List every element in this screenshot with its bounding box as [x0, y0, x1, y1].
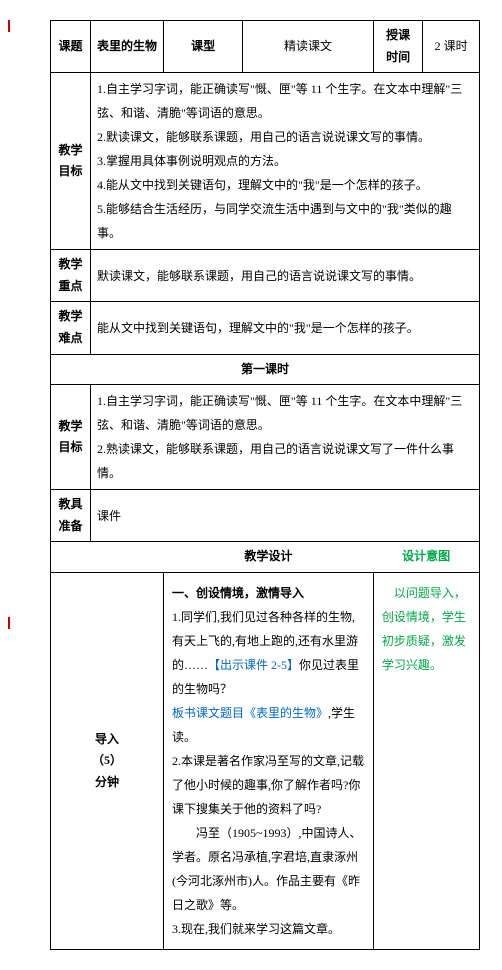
intro-content: 一、创设情境，激情导入 1.同学们,我们见过各种各样的生物,有天上飞的,有地上跑… — [164, 572, 374, 949]
intent-text: 以问题导入，创设情境，学生初步质疑，激发学习兴趣。 — [373, 572, 479, 949]
text-difficult: 能从文中找到关键语句，理解文中的"我"是一个怎样的孩子。 — [91, 302, 480, 354]
label-goals2: 教学 目标 — [51, 385, 91, 490]
intent-label: 设计意图 — [373, 542, 479, 573]
text-keypoint: 默读课文，能够联系课题，用自己的语言说说课文写的事情。 — [91, 250, 480, 302]
label-time: 授课 时间 — [373, 21, 422, 73]
value-type: 精读课文 — [243, 21, 374, 73]
intro-line1: 1.同学们,我们见过各种各样的生物,有天上飞的,有地上跑的,还有水里游的……【出… — [172, 605, 365, 701]
intro-line2: 2.本课是著名作家冯至写的文章,记载了他小时候的趣事,你了解作者吗?你课下搜集关… — [172, 749, 365, 821]
intro-author: 冯至（1905~1993）,中国诗人、学者。原名冯承植,字君培,直隶涿州(今河北… — [172, 821, 365, 917]
label-tools: 教具 准备 — [51, 490, 91, 542]
value-topic: 表里的生物 — [91, 21, 164, 73]
intro-heading: 一、创设情境，激情导入 — [172, 581, 365, 605]
text-goals: 1.自主学习字词，能正确读写"慨、匣"等 11 个生字。在文本中理解"三弦、和谐… — [91, 73, 480, 250]
label-difficult: 教学 难点 — [51, 302, 91, 354]
intro-courseware: 【出示课件 2-5】 — [208, 658, 299, 672]
design-label: 教学设计 — [164, 542, 374, 573]
value-time: 2 课时 — [423, 21, 480, 73]
intro-line3: 3.现在,我们就来学习这篇文章。 — [172, 917, 365, 941]
label-type: 课型 — [164, 21, 243, 73]
text-tools: 课件 — [91, 490, 480, 542]
intro-board: 板书课文题目《表里的生物》,学生读。 — [172, 701, 365, 749]
label-goals: 教学 目标 — [51, 73, 91, 250]
label-keypoint: 教学 重点 — [51, 250, 91, 302]
period-title: 第一课时 — [51, 354, 480, 385]
label-topic: 课题 — [51, 21, 91, 73]
label-intro: 导入 （5） 分钟 — [51, 572, 164, 949]
text-goals2: 1.自主学习字词，能正确读写"慨、匣"等 11 个生字。在文本中理解"三弦、和谐… — [91, 385, 480, 490]
